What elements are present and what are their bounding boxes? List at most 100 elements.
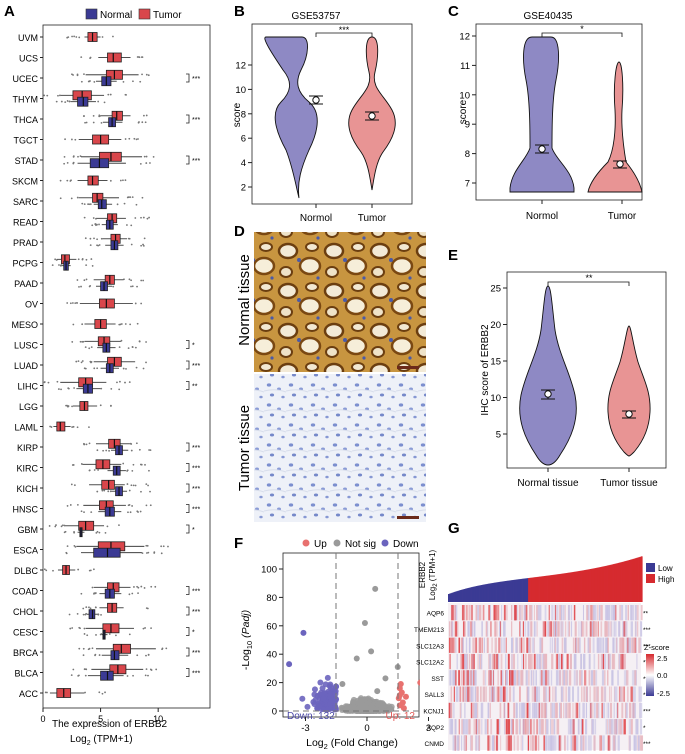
normal-outlier [128, 489, 131, 492]
heatmap-cell [633, 702, 636, 719]
heatmap-cell [583, 653, 586, 670]
heatmap-cell [542, 621, 543, 637]
heatmap-cell [524, 621, 527, 637]
heatmap-cell [508, 735, 511, 751]
heatmap-cell [501, 670, 504, 686]
heatmap-cell [488, 605, 490, 621]
sig-label-c: * [580, 24, 584, 34]
tumor-tissue-image [254, 374, 426, 522]
heatmap-cell [540, 702, 543, 719]
panel-e-xcat-0: Normal tissue [517, 478, 579, 489]
heatmap-cell [568, 605, 570, 621]
heatmap-cell [498, 637, 501, 653]
erbb2-bar [480, 585, 483, 602]
tumor-outlier [71, 73, 73, 76]
heatmap-cell [632, 702, 635, 719]
legend-down-dot [381, 539, 389, 547]
normal-outlier [97, 469, 99, 471]
erbb2-bar [479, 585, 482, 602]
tumor-outlier [110, 404, 112, 407]
erbb2-bar [474, 586, 477, 602]
heatmap-cell [567, 621, 569, 637]
heatmap-cell [521, 653, 523, 670]
erbb2-bar [529, 577, 531, 602]
heatmap-cell [590, 670, 594, 686]
erbb2-bar [495, 582, 497, 602]
tumor-outlier [80, 463, 83, 465]
normal-outlier [68, 100, 71, 103]
heatmap-cell [596, 686, 598, 702]
tumor-outlier [66, 36, 69, 39]
erbb2-bar [608, 565, 610, 602]
heatmap-cell [601, 670, 605, 686]
normal-outlier [136, 285, 138, 288]
tumor-outlier [101, 692, 104, 695]
heatmap-cell [473, 670, 475, 686]
heatmap-cell [551, 621, 552, 637]
heatmap-cell [487, 719, 489, 735]
panel-c-title: GSE40435 [524, 11, 573, 22]
normal-outlier [66, 100, 69, 102]
heatmap-cell [545, 653, 548, 670]
normal-outlier [107, 490, 110, 493]
tumor-outlier [109, 93, 112, 96]
heatmap-cell [556, 653, 558, 670]
heatmap-cell [448, 621, 451, 637]
tumor-outlier [72, 425, 75, 428]
heatmap-cell [470, 735, 473, 751]
heatmap-cell [611, 719, 614, 735]
heatmap-cell [593, 621, 596, 637]
tumor-tissue-label: Tumor tissue [236, 405, 253, 491]
heatmap-cell [604, 621, 608, 637]
heatmap-cell [533, 605, 535, 621]
tumor-outlier [118, 524, 120, 527]
heatmap-cell [556, 605, 559, 621]
panel-f-xlabel: Log2 (Fold Change) [306, 737, 398, 751]
normal-outlier [138, 448, 141, 451]
heatmap-cell [458, 637, 461, 653]
tumor-outlier [123, 278, 125, 281]
erbb2-bar [579, 570, 581, 602]
heatmap-cell [574, 621, 577, 637]
tumor-outlier [145, 155, 148, 158]
legend-up-dot [302, 539, 310, 547]
heatmap-cell [555, 621, 558, 637]
normal-outlier [130, 285, 132, 288]
heatmap-cell [505, 719, 508, 735]
sig-bracket [186, 668, 190, 677]
tumor-outlier [143, 587, 146, 589]
heatmap-cell [501, 637, 503, 653]
heatmap-cell [462, 637, 464, 653]
erbb2-bar [630, 559, 632, 602]
category-label: LGG [19, 402, 38, 412]
erbb2-bar [636, 557, 638, 602]
heatmap-cell [473, 653, 475, 670]
heatmap-cell [611, 621, 613, 637]
heatmap-cell [595, 670, 598, 686]
erbb2-bar [577, 571, 580, 602]
heatmap-cell [493, 653, 496, 670]
heatmap-cell [560, 735, 562, 751]
tumor-outlier [46, 691, 48, 694]
boxplot-row-tgct: TGCT [14, 134, 139, 146]
tumor-outlier [142, 279, 145, 282]
tumor-outlier [77, 258, 80, 261]
tumor-outlier [135, 138, 138, 141]
erbb2-bar [621, 561, 624, 602]
category-label: READ [13, 218, 39, 228]
heatmap-cell [587, 637, 590, 653]
normal-outlier [88, 469, 91, 472]
gene-label: CNMD [425, 741, 445, 748]
sig-bracket [186, 627, 190, 636]
erbb2-bar [497, 582, 500, 602]
tumor-outlier [119, 179, 122, 182]
tumor-outlier [73, 484, 76, 487]
heatmap-cell [612, 637, 614, 653]
heatmap-cell [618, 653, 621, 670]
heatmap-cell [555, 653, 558, 670]
heatmap-cell [618, 686, 621, 702]
heatmap-cell [501, 605, 503, 621]
heatmap-cell [605, 637, 608, 653]
heatmap-cell [487, 702, 490, 719]
normal-outlier [144, 121, 147, 124]
